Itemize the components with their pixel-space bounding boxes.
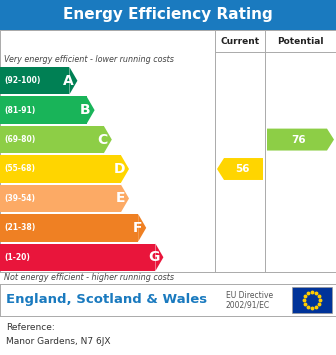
Text: Very energy efficient - lower running costs: Very energy efficient - lower running co… bbox=[4, 55, 174, 64]
Bar bbox=[0, 214, 138, 241]
Bar bbox=[0, 67, 70, 94]
Text: (55-68): (55-68) bbox=[4, 164, 35, 174]
Text: (39-54): (39-54) bbox=[4, 194, 35, 203]
Polygon shape bbox=[87, 97, 95, 124]
Bar bbox=[0, 97, 87, 124]
Text: 2002/91/EC: 2002/91/EC bbox=[226, 300, 270, 309]
Text: 56: 56 bbox=[235, 164, 249, 174]
Text: G: G bbox=[148, 250, 159, 264]
Polygon shape bbox=[138, 214, 146, 241]
Text: A: A bbox=[62, 74, 73, 88]
Text: E: E bbox=[116, 191, 125, 206]
Polygon shape bbox=[267, 129, 334, 151]
Text: Manor Gardens, N7 6JX: Manor Gardens, N7 6JX bbox=[6, 338, 111, 346]
Bar bbox=[0, 185, 121, 212]
Bar bbox=[0, 155, 121, 183]
Text: Energy Efficiency Rating: Energy Efficiency Rating bbox=[63, 7, 273, 22]
Text: (81-91): (81-91) bbox=[4, 106, 35, 115]
Polygon shape bbox=[70, 67, 77, 94]
Bar bbox=[0, 126, 104, 153]
Polygon shape bbox=[217, 158, 263, 180]
Text: EU Directive: EU Directive bbox=[226, 291, 273, 300]
Bar bbox=[0, 244, 155, 271]
Text: Current: Current bbox=[220, 37, 260, 45]
Text: B: B bbox=[80, 103, 91, 117]
Text: England, Scotland & Wales: England, Scotland & Wales bbox=[6, 294, 207, 306]
Text: Potential: Potential bbox=[277, 37, 324, 45]
Text: Reference:: Reference: bbox=[6, 323, 55, 333]
Text: (21-38): (21-38) bbox=[4, 223, 35, 233]
Bar bbox=[292, 287, 332, 313]
Text: (69-80): (69-80) bbox=[4, 135, 35, 144]
Polygon shape bbox=[121, 185, 129, 212]
Text: (1-20): (1-20) bbox=[4, 253, 30, 262]
Text: 76: 76 bbox=[291, 135, 306, 144]
Polygon shape bbox=[121, 155, 129, 183]
Bar bbox=[0, 0, 336, 30]
Text: D: D bbox=[114, 162, 125, 176]
Bar bbox=[0, 284, 336, 316]
Polygon shape bbox=[155, 244, 163, 271]
Text: F: F bbox=[133, 221, 142, 235]
Text: Not energy efficient - higher running costs: Not energy efficient - higher running co… bbox=[4, 273, 174, 283]
Text: (92-100): (92-100) bbox=[4, 76, 40, 85]
Polygon shape bbox=[104, 126, 112, 153]
Text: C: C bbox=[97, 132, 108, 147]
